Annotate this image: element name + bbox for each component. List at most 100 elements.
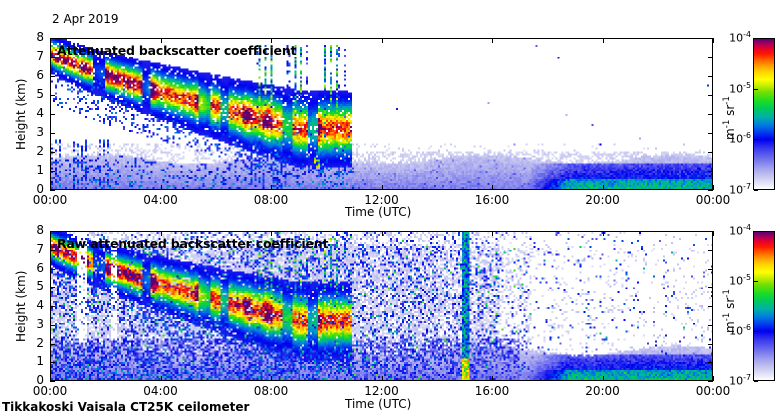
x-tickmark [713, 185, 714, 190]
x-tickmark [160, 376, 162, 381]
colorbar-tick-label: 10-6 [729, 131, 751, 146]
y-tickmark [50, 268, 55, 270]
y-tickmark-right [708, 268, 713, 270]
y-tick-label-8: 8 [36, 30, 44, 44]
y-tickmark [50, 324, 55, 326]
y-tickmark [50, 171, 55, 172]
x-tick-label-20:00: 20:00 [585, 193, 620, 207]
colorbar-gradient-panel2 [754, 232, 774, 380]
colorbar-tick-label: 10-7 [729, 373, 751, 388]
x-tickmark-top [713, 38, 714, 43]
y-tick-label-6: 6 [36, 260, 44, 275]
colorbar-tickmark [754, 331, 758, 332]
y-tickmark-right [708, 362, 713, 364]
y-tick-label-4: 4 [36, 106, 44, 120]
date-stamp: 2 Apr 2019 [52, 12, 119, 26]
colorbar-tick-label: 10-5 [729, 80, 751, 96]
y-tickmark-right [708, 249, 713, 251]
y-tickmark [50, 190, 55, 191]
y-tickmark-right [708, 152, 713, 153]
colorbar-tick-label: 10-4 [729, 30, 751, 45]
y-tickmark [50, 362, 55, 364]
x-tick-label-00:00: 00:00 [695, 193, 731, 207]
x-tick-label-04:00: 04:00 [143, 193, 178, 207]
x-tickmark-top [50, 231, 51, 236]
x-tickmark-top [160, 38, 162, 43]
y-tickmark [50, 287, 55, 289]
x-tickmark [160, 185, 162, 190]
y-tickmark [50, 231, 55, 232]
y-tickmark-right [708, 171, 713, 172]
panel-attenuated-backscatter: Attenuated backscatter coefficient [50, 38, 713, 190]
y-tick-label-4: 4 [36, 298, 44, 312]
y-tick-label-2: 2 [36, 335, 44, 350]
y-tickmark-right [708, 57, 713, 58]
x-tickmark [271, 376, 272, 381]
colorbar-panel1 [753, 38, 775, 190]
x-tickmark-top [381, 38, 383, 43]
x-tick-label-08:00: 08:00 [253, 384, 289, 398]
x-axis-label-panel2: Time (UTC) [345, 397, 412, 411]
y-tick-label-1: 1 [36, 354, 44, 369]
x-tick-label-04:00: 04:00 [143, 384, 178, 398]
x-tickmark [50, 376, 51, 381]
y-tickmark [50, 76, 55, 77]
colorbar-gradient-panel1 [754, 39, 774, 189]
x-tickmark [602, 185, 604, 190]
y-tick-label-7: 7 [36, 241, 44, 256]
x-tick-label-12:00: 12:00 [364, 193, 399, 207]
y-tickmark-right [708, 95, 713, 96]
colorbar-tick-label: 10-5 [729, 273, 751, 288]
colorbar-tick-label: 10-6 [729, 323, 751, 338]
x-tick-label-16:00: 16:00 [474, 384, 510, 398]
x-tickmark [381, 376, 383, 381]
colorbar-tickmark [754, 88, 758, 90]
y-tickmark-right [708, 133, 713, 134]
raw-backscatter-heatmap [51, 232, 712, 380]
y-tickmark-right [708, 287, 713, 289]
y-tickmark [50, 57, 55, 58]
y-tick-label-3: 3 [36, 316, 44, 331]
y-tickmark [50, 114, 55, 115]
y-tickmark-right [708, 381, 713, 382]
x-tickmark-top [602, 38, 604, 43]
x-tickmark [492, 376, 493, 381]
y-tick-label-0: 0 [36, 182, 44, 196]
x-axis-label-panel1: Time (UTC) [345, 205, 412, 219]
attenuated-backscatter-heatmap [51, 39, 712, 189]
x-tickmark-top [492, 38, 493, 43]
colorbar-tickmark [754, 190, 758, 191]
x-tickmark-top [602, 231, 604, 236]
x-tickmark-top [713, 231, 714, 236]
x-tickmark-top [492, 231, 493, 236]
colorbar-tickmark [754, 38, 758, 39]
y-tick-label-8: 8 [36, 223, 44, 237]
y-tickmark-right [708, 38, 713, 39]
y-tickmark-right [708, 190, 713, 191]
colorbar-tickmark [754, 231, 758, 232]
x-tick-label-08:00: 08:00 [253, 193, 289, 207]
y-tick-label-0: 0 [36, 373, 44, 387]
y-tick-label-5: 5 [36, 87, 44, 101]
figure-footer-caption: Tikkakoski Vaisala CT25K ceilometer [2, 400, 250, 414]
y-tickmark-right [708, 231, 713, 232]
x-tick-label-20:00: 20:00 [585, 384, 620, 398]
y-tick-label-3: 3 [36, 125, 44, 139]
y-tickmark [50, 38, 55, 39]
y-tickmark-right [708, 76, 713, 77]
colorbar-tickmark [754, 281, 758, 282]
y-tick-label-2: 2 [36, 144, 44, 158]
x-tickmark [713, 376, 714, 381]
y-tickmark [50, 343, 55, 345]
y-tickmark [50, 249, 55, 251]
x-tickmark-top [160, 231, 162, 236]
y-tickmark [50, 152, 55, 153]
x-tickmark [50, 185, 51, 190]
colorbar-tick-label: 10-7 [729, 182, 751, 197]
y-tickmark [50, 95, 55, 96]
x-tickmark [271, 185, 272, 190]
x-tickmark [492, 185, 493, 190]
x-tickmark-top [381, 231, 383, 236]
y-tick-label-6: 6 [36, 68, 44, 82]
